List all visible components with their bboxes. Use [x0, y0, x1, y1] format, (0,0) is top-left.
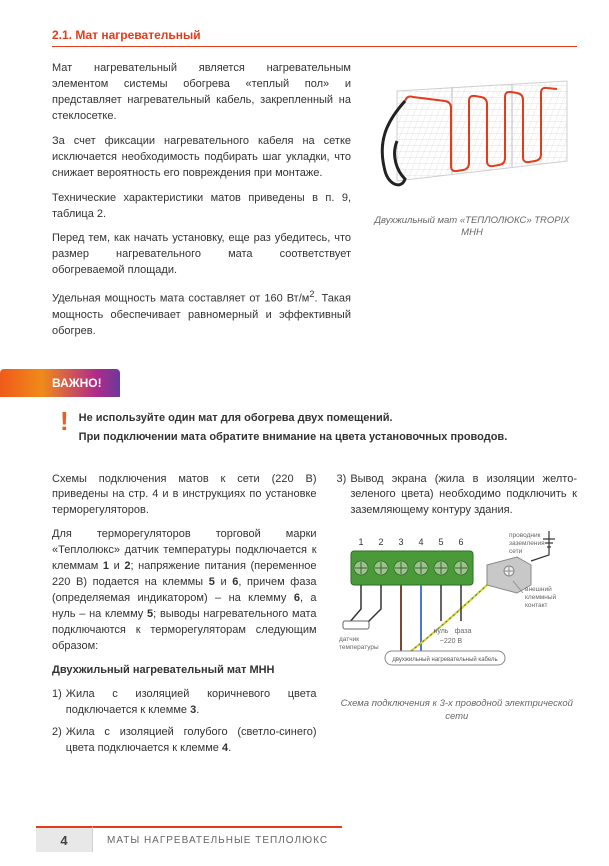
important-body: ! Не используйте один мат для обогрева д… [52, 397, 577, 456]
list-item-2: 2) Жила с изоляцией голубого (светло-син… [52, 725, 317, 757]
p2b: и [109, 560, 124, 572]
section-heading: 2.1. Мат нагревательный [52, 28, 577, 47]
svg-text:5: 5 [438, 537, 443, 547]
svg-text:заземления: заземления [509, 540, 545, 547]
svg-text:фаза: фаза [454, 628, 471, 635]
left-p1: Схемы подключения матов к сети (220 В) п… [52, 472, 317, 520]
left-p2: Для терморегуляторов торговой марки «Теп… [52, 527, 317, 655]
wiring-schematic-icon: 1 2 3 4 5 6 [337, 531, 567, 691]
exclamation-icon: ! [60, 411, 69, 432]
schematic-caption: Схема подключения к 3-х проводной электр… [337, 698, 577, 723]
section-title-text: Мат нагревательный [75, 28, 200, 42]
svg-text:4: 4 [418, 537, 423, 547]
list-item-1: 1) Жила с изоляцией коричневого цвета по… [52, 687, 317, 719]
svg-text:температуры: температуры [339, 644, 379, 651]
li3-num: 3) [337, 472, 347, 520]
page-number: 4 [36, 826, 92, 852]
mat-caption: Двухжильный мат «ТЕПЛОЛЮКС» TROPIX МНН [367, 215, 577, 240]
important-line-1: Не используйте один мат для обогрева дву… [79, 411, 508, 426]
important-lines: Не используйте один мат для обогрева дву… [79, 411, 508, 450]
important-line-2: При подключении мата обратите внимание н… [79, 430, 508, 445]
svg-text:внешний: внешний [525, 585, 552, 593]
intro-row: Мат нагревательный является нагревательн… [52, 61, 577, 349]
svg-text:сети: сети [509, 548, 523, 555]
li2-text: Жила с изоляцией голубого (светло-синего… [66, 726, 317, 754]
svg-text:контакт: контакт [525, 602, 548, 609]
list-item-3: 3) Вывод экрана (жила в изоляции желто-з… [337, 472, 577, 520]
footer-title: МАТЫ НАГРЕВАТЕЛЬНЫЕ ТЕПЛОЛЮКС [92, 826, 342, 852]
important-banner: ВАЖНО! [0, 369, 120, 397]
li1-body: Жила с изоляцией коричневого цвета подкл… [66, 687, 317, 719]
section-number: 2.1. [52, 28, 72, 42]
intro-p2: За счет фиксации нагревательного кабеля … [52, 134, 351, 182]
intro-p5-pre: Удельная мощность мата составляет от 160… [52, 293, 309, 305]
column-right: 3) Вывод экрана (жила в изоляции желто-з… [337, 472, 577, 763]
li2-end: . [228, 742, 231, 754]
p2d: и [215, 576, 232, 588]
mat-figure: Двухжильный мат «ТЕПЛОЛЮКС» TROPIX МНН [367, 61, 577, 349]
li1-num: 1) [52, 687, 62, 719]
intro-p3: Технические характеристики матов приведе… [52, 191, 351, 223]
important-block: ВАЖНО! ! Не используйте один мат для обо… [52, 369, 577, 456]
svg-text:6: 6 [458, 537, 463, 547]
li3-body: Вывод экрана (жила в изоляции желто-зеле… [350, 472, 577, 520]
page-content: 2.1. Мат нагревательный Мат нагревательн… [0, 0, 609, 763]
intro-p1: Мат нагревательный является нагревательн… [52, 61, 351, 125]
svg-text:клеммный: клеммный [525, 593, 557, 601]
column-left: Схемы подключения матов к сети (220 В) п… [52, 472, 317, 763]
page-footer: 4 МАТЫ НАГРЕВАТЕЛЬНЫЕ ТЕПЛОЛЮКС [0, 826, 342, 852]
svg-text:1: 1 [358, 537, 363, 547]
intro-text: Мат нагревательный является нагревательн… [52, 61, 351, 349]
svg-text:двухжильный нагревательный каб: двухжильный нагревательный кабель [392, 656, 497, 663]
heating-mat-icon [367, 61, 577, 206]
svg-text:2: 2 [378, 537, 383, 547]
li2-num: 2) [52, 725, 62, 757]
svg-text:датчик: датчик [339, 636, 359, 643]
intro-p5: Удельная мощность мата составляет от 160… [52, 288, 351, 339]
intro-p4: Перед тем, как начать установку, еще раз… [52, 231, 351, 279]
svg-text:3: 3 [398, 537, 403, 547]
svg-text:проводник: проводник [509, 532, 541, 539]
svg-text:~220 В: ~220 В [439, 638, 462, 645]
subheading: Двухжильный нагревательный мат МНН [52, 663, 317, 679]
svg-text:нуль: нуль [433, 628, 448, 635]
li1-end: . [196, 704, 199, 716]
li2-body: Жила с изоляцией голубого (светло-синего… [66, 725, 317, 757]
two-column: Схемы подключения матов к сети (220 В) п… [52, 472, 577, 763]
